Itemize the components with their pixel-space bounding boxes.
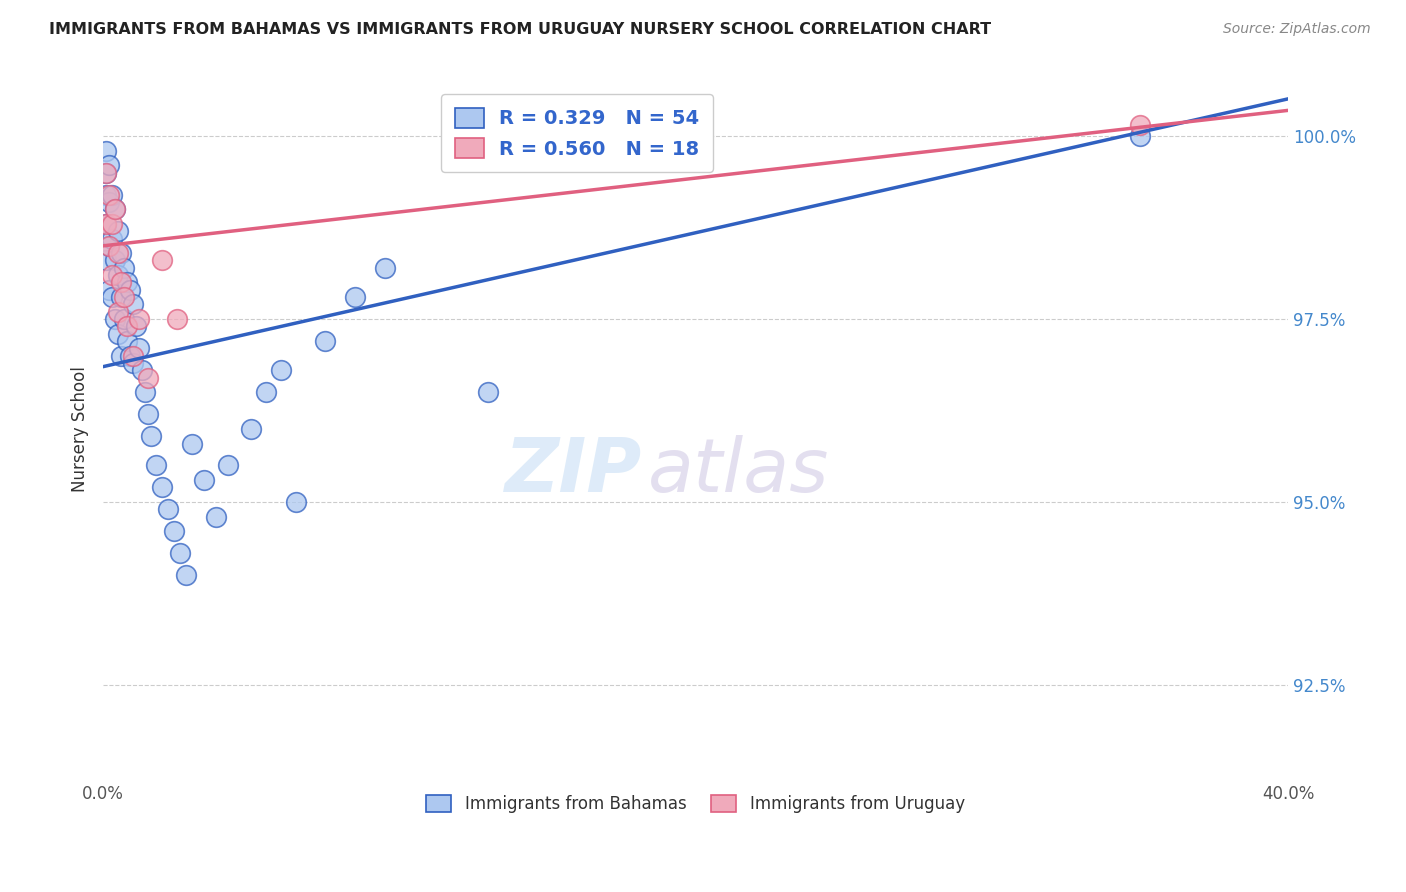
Point [1129, 128, 1152, 143]
Point [284, 495, 307, 509]
Point [121, 349, 143, 363]
Text: Source: ZipAtlas.com: Source: ZipAtlas.com [1223, 22, 1371, 37]
Point [112, 260, 135, 275]
Point [110, 276, 132, 290]
Point [128, 342, 150, 356]
Point [115, 319, 138, 334]
Point [110, 290, 132, 304]
Point [104, 202, 127, 217]
Y-axis label: Nursery School: Nursery School [72, 366, 89, 491]
Point [121, 297, 143, 311]
Point [98, 239, 121, 253]
Point [145, 458, 167, 473]
Point [174, 568, 197, 582]
Point [94, 144, 117, 158]
Point [107, 304, 129, 318]
Point [166, 312, 188, 326]
Point [204, 509, 226, 524]
Point [110, 349, 132, 363]
Point [98, 239, 121, 253]
Point [101, 268, 124, 282]
Point [101, 187, 124, 202]
Point [115, 334, 138, 348]
Legend: Immigrants from Bahamas, Immigrants from Uruguay: Immigrants from Bahamas, Immigrants from… [415, 783, 977, 825]
Point [115, 276, 138, 290]
Point [314, 334, 336, 348]
Point [136, 370, 159, 384]
Point [98, 187, 121, 202]
Text: ZIP: ZIP [505, 434, 643, 508]
Point [125, 319, 148, 334]
Point [94, 253, 117, 268]
Point [104, 312, 127, 326]
Point [131, 363, 153, 377]
Point [94, 166, 117, 180]
Point [1129, 118, 1152, 132]
Point [101, 290, 124, 304]
Point [94, 166, 117, 180]
Point [98, 194, 121, 209]
Point [104, 202, 127, 217]
Point [169, 546, 191, 560]
Point [343, 290, 366, 304]
Point [107, 268, 129, 282]
Point [121, 356, 143, 370]
Point [150, 480, 173, 494]
Point [94, 217, 117, 231]
Point [240, 422, 263, 436]
Point [254, 385, 277, 400]
Point [104, 253, 127, 268]
Point [112, 312, 135, 326]
Point [94, 187, 117, 202]
Point [477, 385, 499, 400]
Point [98, 158, 121, 172]
Point [193, 473, 215, 487]
Point [157, 502, 180, 516]
Point [134, 385, 156, 400]
Point [112, 290, 135, 304]
Point [128, 312, 150, 326]
Point [101, 231, 124, 245]
Point [136, 407, 159, 421]
Point [163, 524, 186, 539]
Point [98, 283, 121, 297]
Point [107, 224, 129, 238]
Point [139, 429, 162, 443]
Point [217, 458, 239, 473]
Point [101, 217, 124, 231]
Point [270, 363, 292, 377]
Point [110, 246, 132, 260]
Point [373, 260, 395, 275]
Point [118, 283, 141, 297]
Point [94, 217, 117, 231]
Point [107, 326, 129, 341]
Text: IMMIGRANTS FROM BAHAMAS VS IMMIGRANTS FROM URUGUAY NURSERY SCHOOL CORRELATION CH: IMMIGRANTS FROM BAHAMAS VS IMMIGRANTS FR… [49, 22, 991, 37]
Text: atlas: atlas [648, 435, 830, 507]
Point [181, 436, 204, 450]
Point [118, 349, 141, 363]
Point [107, 246, 129, 260]
Point [150, 253, 173, 268]
